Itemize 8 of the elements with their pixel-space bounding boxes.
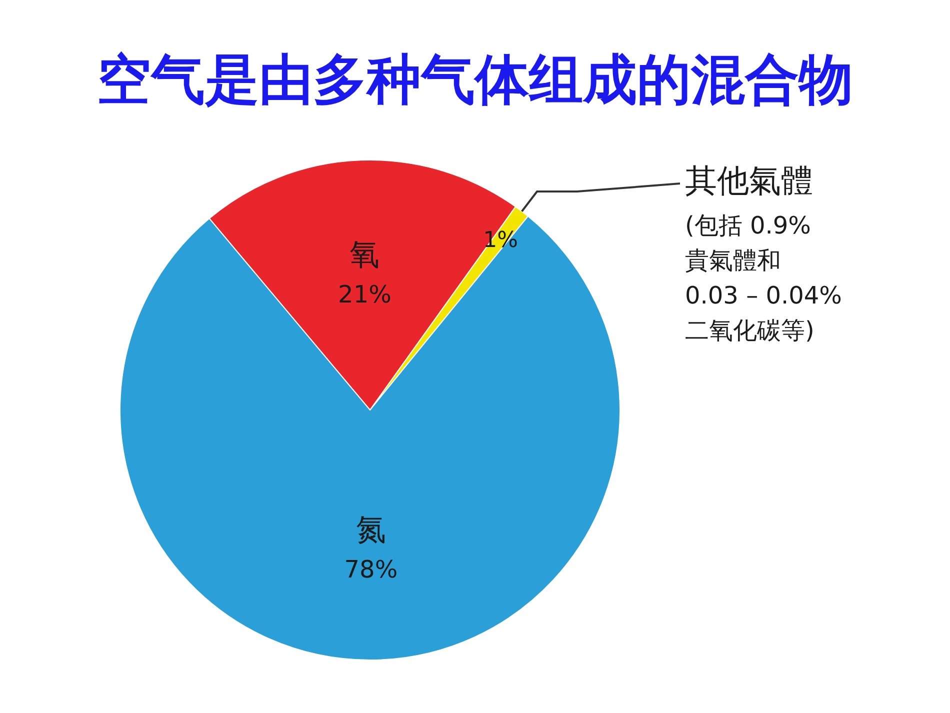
slice-label: 其他氣體 — [685, 162, 813, 200]
slice-label: 氮 — [356, 512, 386, 548]
data-label: 1% — [483, 228, 518, 254]
slice-label: 氧 — [350, 238, 380, 273]
chart-title: 空气是由多种气体组成的混合物 — [97, 48, 853, 111]
data-label: 78% — [344, 555, 398, 584]
data-label: 21% — [338, 280, 392, 309]
text: (包括 0.9% 貴氣體和 0.03 – 0.04% 二氧化碳等) — [685, 212, 842, 345]
